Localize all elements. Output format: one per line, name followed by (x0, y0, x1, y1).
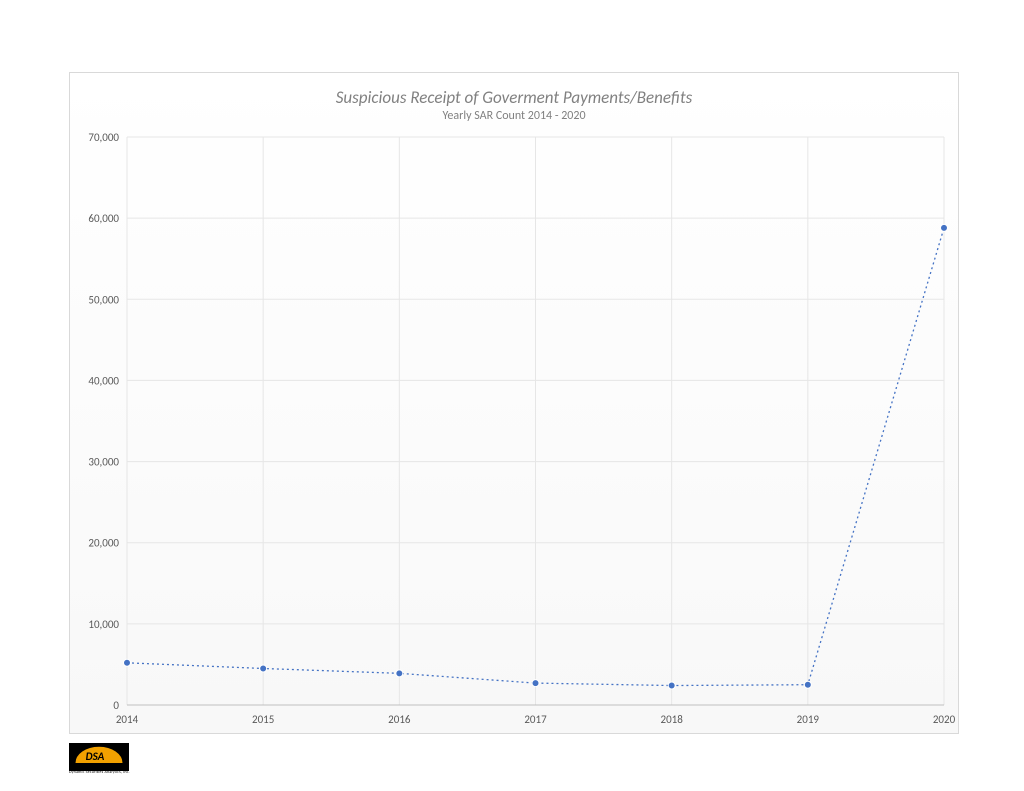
y-tick-label: 60,000 (88, 212, 119, 225)
data-marker (804, 681, 811, 688)
plot-area: 0 10,000 20,000 30,000 40,000 50,000 60,000 70,… (70, 73, 958, 733)
x-tick-label: 2014 (116, 713, 139, 726)
y-tick-label: 0 (113, 699, 119, 712)
y-tick-label: 30,000 (88, 456, 119, 469)
x-tick-label: 2020 (933, 713, 956, 726)
publisher-logo: DSA (69, 743, 129, 771)
y-tick-label: 50,000 (88, 293, 119, 306)
y-tick-label: 40,000 (88, 374, 119, 387)
y-tick-label: 10,000 (88, 618, 119, 631)
publisher-caption: Dynamic Securities Analytics, Inc. (69, 770, 130, 775)
data-marker (941, 224, 948, 231)
x-tick-label: 2016 (388, 713, 411, 726)
data-marker (260, 665, 267, 672)
x-tick-label: 2017 (524, 713, 547, 726)
y-tick-label: 20,000 (88, 537, 119, 550)
x-tick-label: 2018 (661, 713, 684, 726)
x-tick-label: 2019 (797, 713, 820, 726)
y-tick-label: 70,000 (88, 131, 119, 144)
data-marker (668, 682, 675, 689)
data-marker (396, 670, 403, 677)
x-tick-label: 2015 (252, 713, 274, 726)
page: Suspicious Receipt of Goverment Payments… (0, 0, 1024, 791)
svg-text:DSA: DSA (86, 750, 105, 763)
data-marker (124, 659, 131, 666)
data-marker (532, 680, 539, 687)
chart-frame: Suspicious Receipt of Goverment Payments… (69, 72, 959, 734)
